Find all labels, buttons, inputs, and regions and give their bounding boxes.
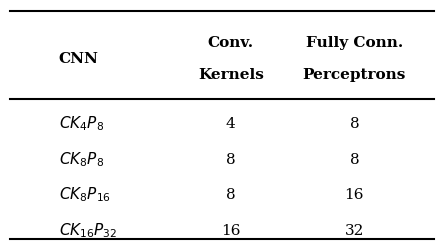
Text: 4: 4 — [226, 117, 236, 131]
Text: 16: 16 — [345, 188, 364, 202]
Text: CNN: CNN — [59, 52, 99, 66]
Text: Perceptrons: Perceptrons — [303, 68, 406, 82]
Text: 8: 8 — [349, 117, 359, 131]
Text: 8: 8 — [226, 188, 236, 202]
Text: $CK_{16}P_{32}$: $CK_{16}P_{32}$ — [59, 221, 117, 240]
Text: 8: 8 — [349, 153, 359, 167]
Text: 16: 16 — [221, 224, 241, 238]
Text: 8: 8 — [226, 153, 236, 167]
Text: Fully Conn.: Fully Conn. — [306, 36, 403, 50]
Text: $CK_8P_8$: $CK_8P_8$ — [59, 150, 104, 169]
Text: 32: 32 — [345, 224, 364, 238]
Text: $CK_8P_{16}$: $CK_8P_{16}$ — [59, 186, 111, 204]
Text: Conv.: Conv. — [208, 36, 254, 50]
Text: Kernels: Kernels — [198, 68, 264, 82]
Text: $CK_4P_8$: $CK_4P_8$ — [59, 115, 104, 133]
